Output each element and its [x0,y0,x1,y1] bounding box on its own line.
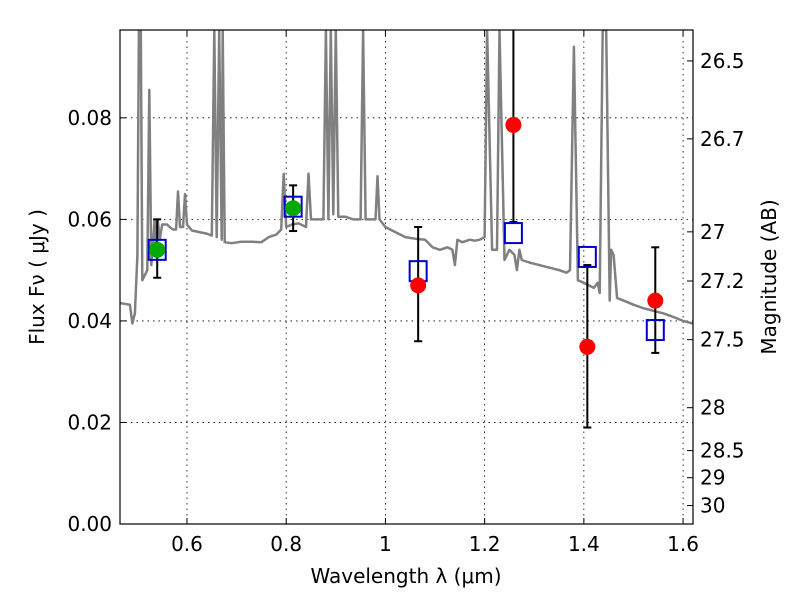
model-square-marker [283,195,303,218]
y-tick-label: 0.02 [67,410,112,434]
observed-photometry-points [149,116,664,355]
y2-tick-label: 26.5 [700,49,745,73]
y-tick-label: 0.08 [67,106,112,130]
x-axis-ticks: 0.6 0.8 1 1.2 1.4 1.6 [171,30,699,556]
model-spectrum-line [120,30,693,325]
y-tick-label: 0.06 [67,207,112,231]
red-data-point [647,292,664,309]
y2-tick-label: 26.7 [700,127,745,151]
y2-tick-label: 28.5 [700,439,745,463]
y2-tick-label: 30 [700,494,725,518]
red-data-point [410,277,427,294]
y-tick-label: 0.04 [67,309,112,333]
y-tick-label: 0.00 [67,512,112,536]
model-square-marker [503,222,523,245]
y2-tick-label: 27.5 [700,328,745,352]
red-data-point [505,116,522,133]
x-tick-label: 1.2 [469,532,501,556]
x-tick-label: 1 [379,532,392,556]
plot-frame [119,29,694,525]
plot-area [120,30,693,429]
y2-axis-ticks: 26.5 26.7 27 27.2 27.5 28 28.5 29 30 [687,49,745,518]
x-tick-label: 0.8 [270,532,302,556]
x-tick-label: 1.4 [568,532,600,556]
x-tick-label: 1.6 [667,532,699,556]
y2-tick-label: 27 [700,220,725,244]
y-axis-label: Flux Fν ( μJy ) [25,209,49,345]
model-square-marker [577,245,597,268]
green-data-point [149,241,166,258]
y-axis-ticks: 0.00 0.02 0.04 0.06 0.08 [67,106,126,536]
y2-tick-label: 28 [700,396,725,420]
x-axis-label: Wavelength λ (μm) [310,564,501,588]
model-square-marker [645,319,665,342]
x-tick-label: 0.6 [171,532,203,556]
red-data-point [579,338,596,355]
y2-axis-label: Magnitude (AB) [757,199,781,354]
y2-tick-label: 27.2 [700,269,745,293]
green-data-point [285,200,302,217]
y2-tick-label: 29 [700,466,725,490]
model-square-marker [147,238,167,261]
